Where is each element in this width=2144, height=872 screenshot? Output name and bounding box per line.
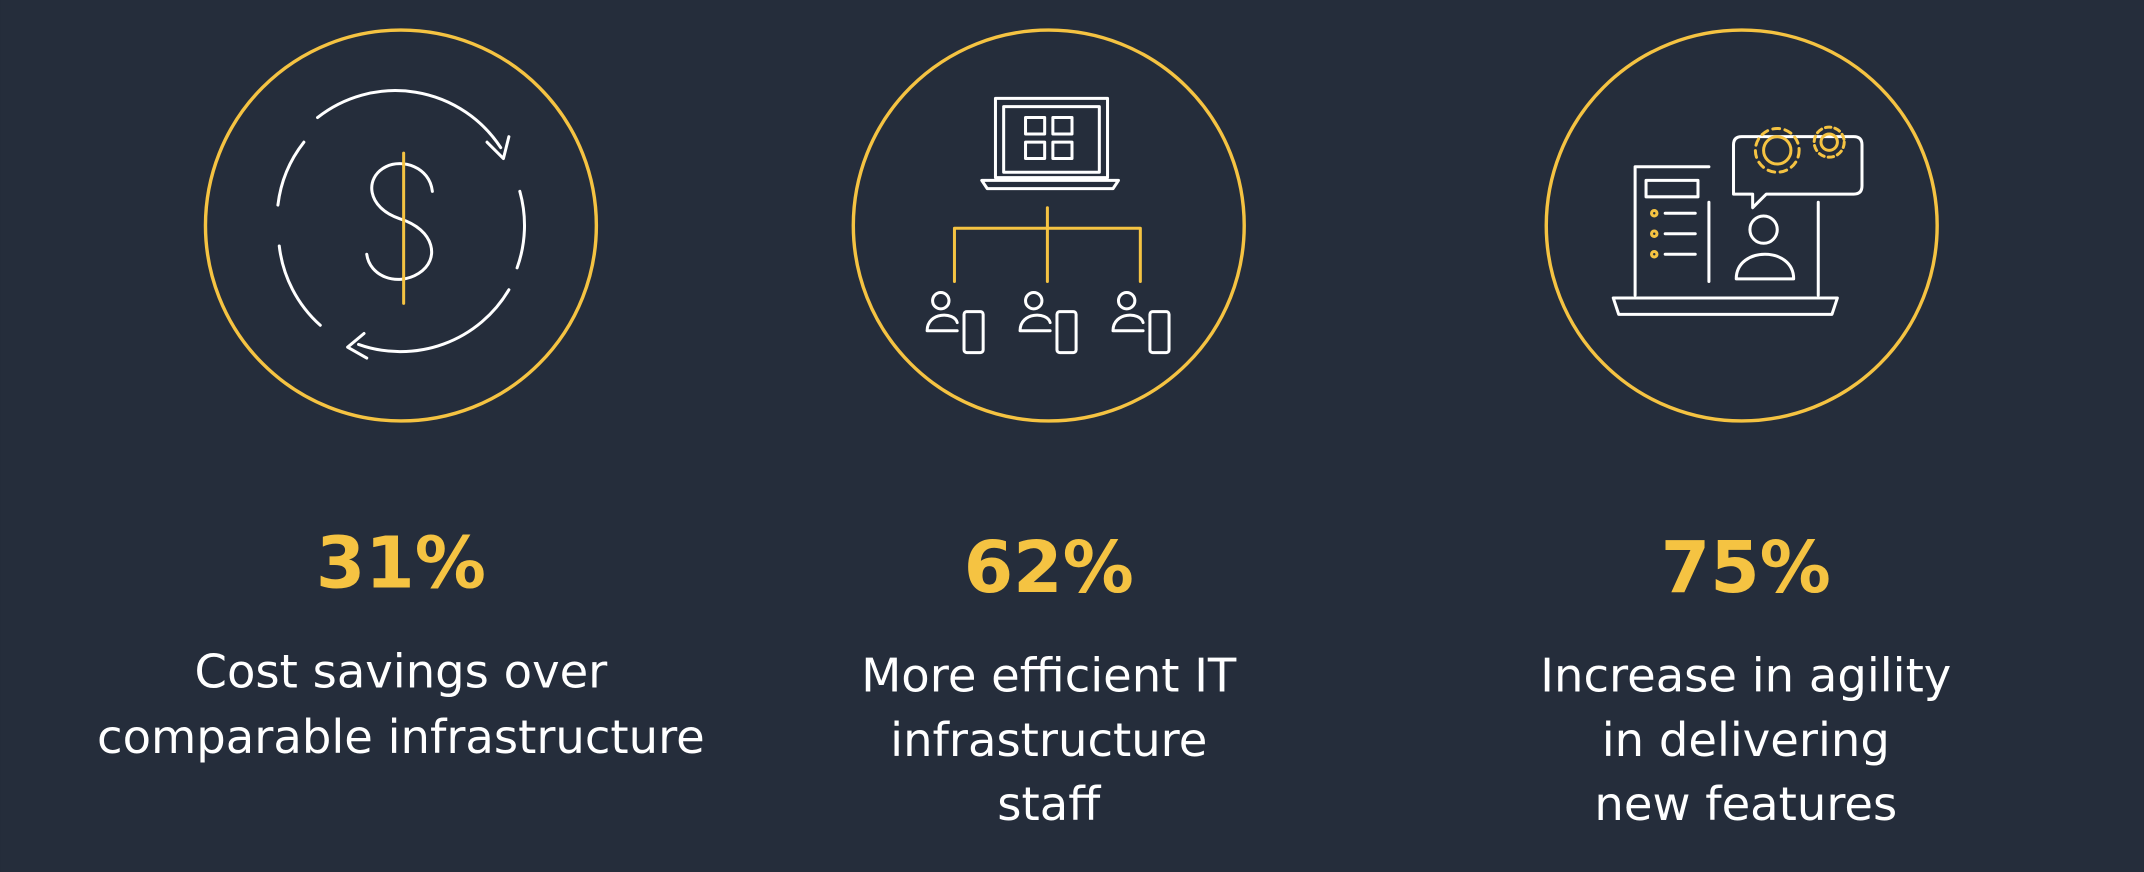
stat-description: infrastructure <box>890 713 1207 767</box>
stat-description: comparable infrastructure <box>97 710 705 764</box>
stat-description: Increase in agility <box>1540 649 1951 703</box>
cost-icon <box>203 28 599 423</box>
stat-value: 31% <box>316 522 486 605</box>
stat-value: 62% <box>964 526 1134 609</box>
stat-description: staff <box>997 777 1101 831</box>
stat-description: Cost savings over <box>195 644 609 698</box>
staff-icon <box>851 28 1246 423</box>
stat-description: More efficient IT <box>861 649 1237 703</box>
stat-value: 75% <box>1661 526 1831 609</box>
stat-description: in delivering <box>1602 713 1890 767</box>
stat-description: new features <box>1594 777 1897 831</box>
agility-icon <box>1544 28 1939 423</box>
